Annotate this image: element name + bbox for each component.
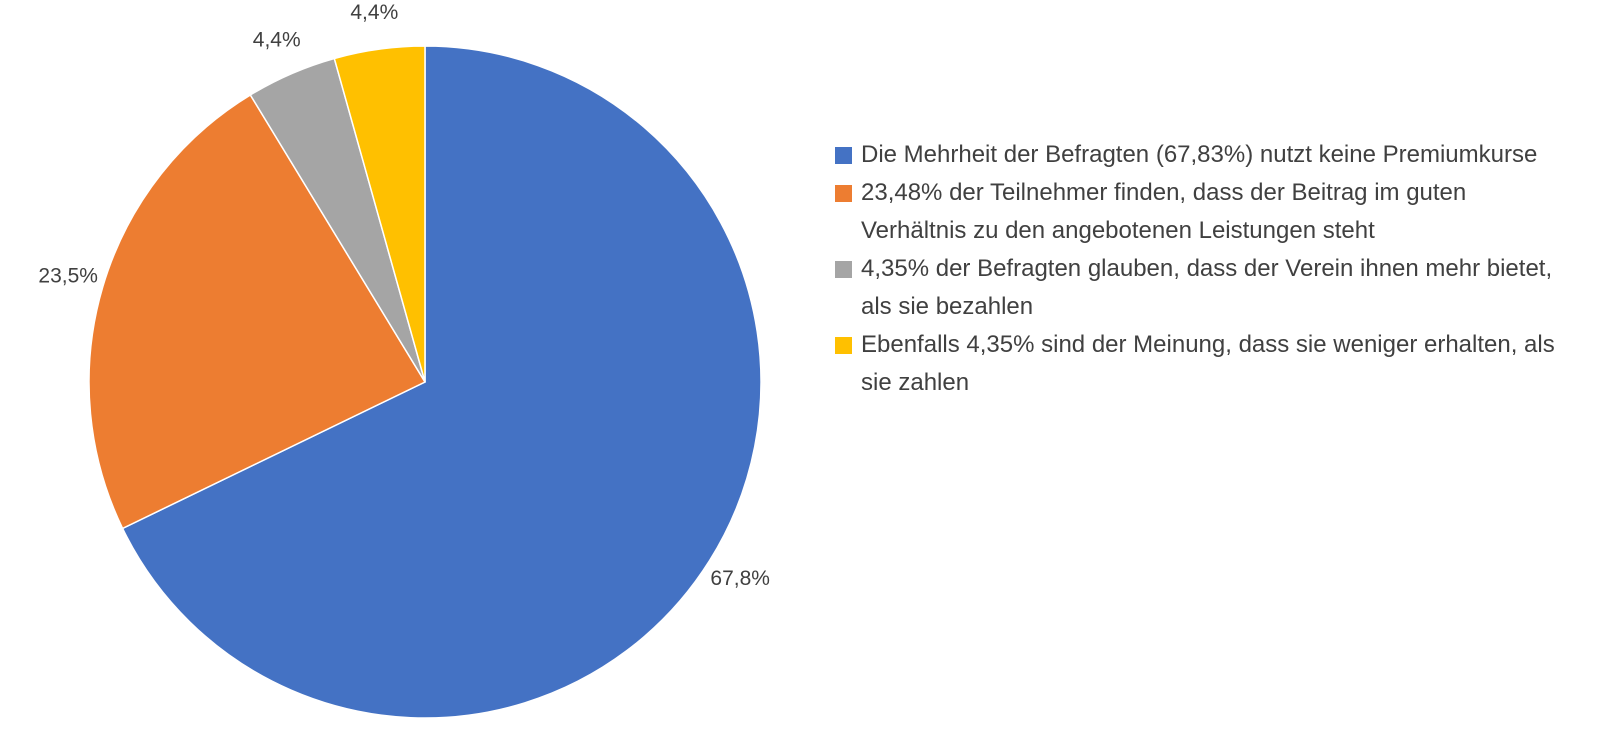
pie-slice bbox=[88, 93, 427, 530]
data-label: 23,5% bbox=[38, 264, 98, 287]
legend-label: 23,48% der Teilnehmer finden, dass der B… bbox=[861, 179, 1467, 244]
legend-swatch bbox=[835, 337, 852, 354]
pie-slice bbox=[333, 45, 426, 383]
data-label: 67,8% bbox=[710, 567, 770, 590]
legend-swatch bbox=[835, 185, 852, 202]
legend-item: Ebenfalls 4,35% sind der Meinung, dass s… bbox=[835, 326, 1565, 402]
legend-swatch bbox=[835, 147, 852, 164]
legend-label: 4,35% der Befragten glauben, dass der Ve… bbox=[861, 255, 1553, 320]
chart: 67,8% 23,5% 4,4% 4,4% bbox=[38, 1, 770, 719]
legend-item: Die Mehrheit der Befragten (67,83%) nutz… bbox=[835, 136, 1565, 174]
data-label: 4,4% bbox=[350, 1, 398, 24]
legend-item: 4,35% der Befragten glauben, dass der Ve… bbox=[835, 250, 1565, 326]
legend-label: Ebenfalls 4,35% sind der Meinung, dass s… bbox=[861, 331, 1555, 396]
legend: Die Mehrheit der Befragten (67,83%) nutz… bbox=[835, 136, 1565, 402]
pie-slice bbox=[121, 45, 762, 719]
legend-label: Die Mehrheit der Befragten (67,83%) nutz… bbox=[861, 141, 1538, 168]
data-label: 4,4% bbox=[253, 28, 301, 51]
legend-item: 23,48% der Teilnehmer finden, dass der B… bbox=[835, 174, 1565, 250]
legend-swatch bbox=[835, 261, 852, 278]
